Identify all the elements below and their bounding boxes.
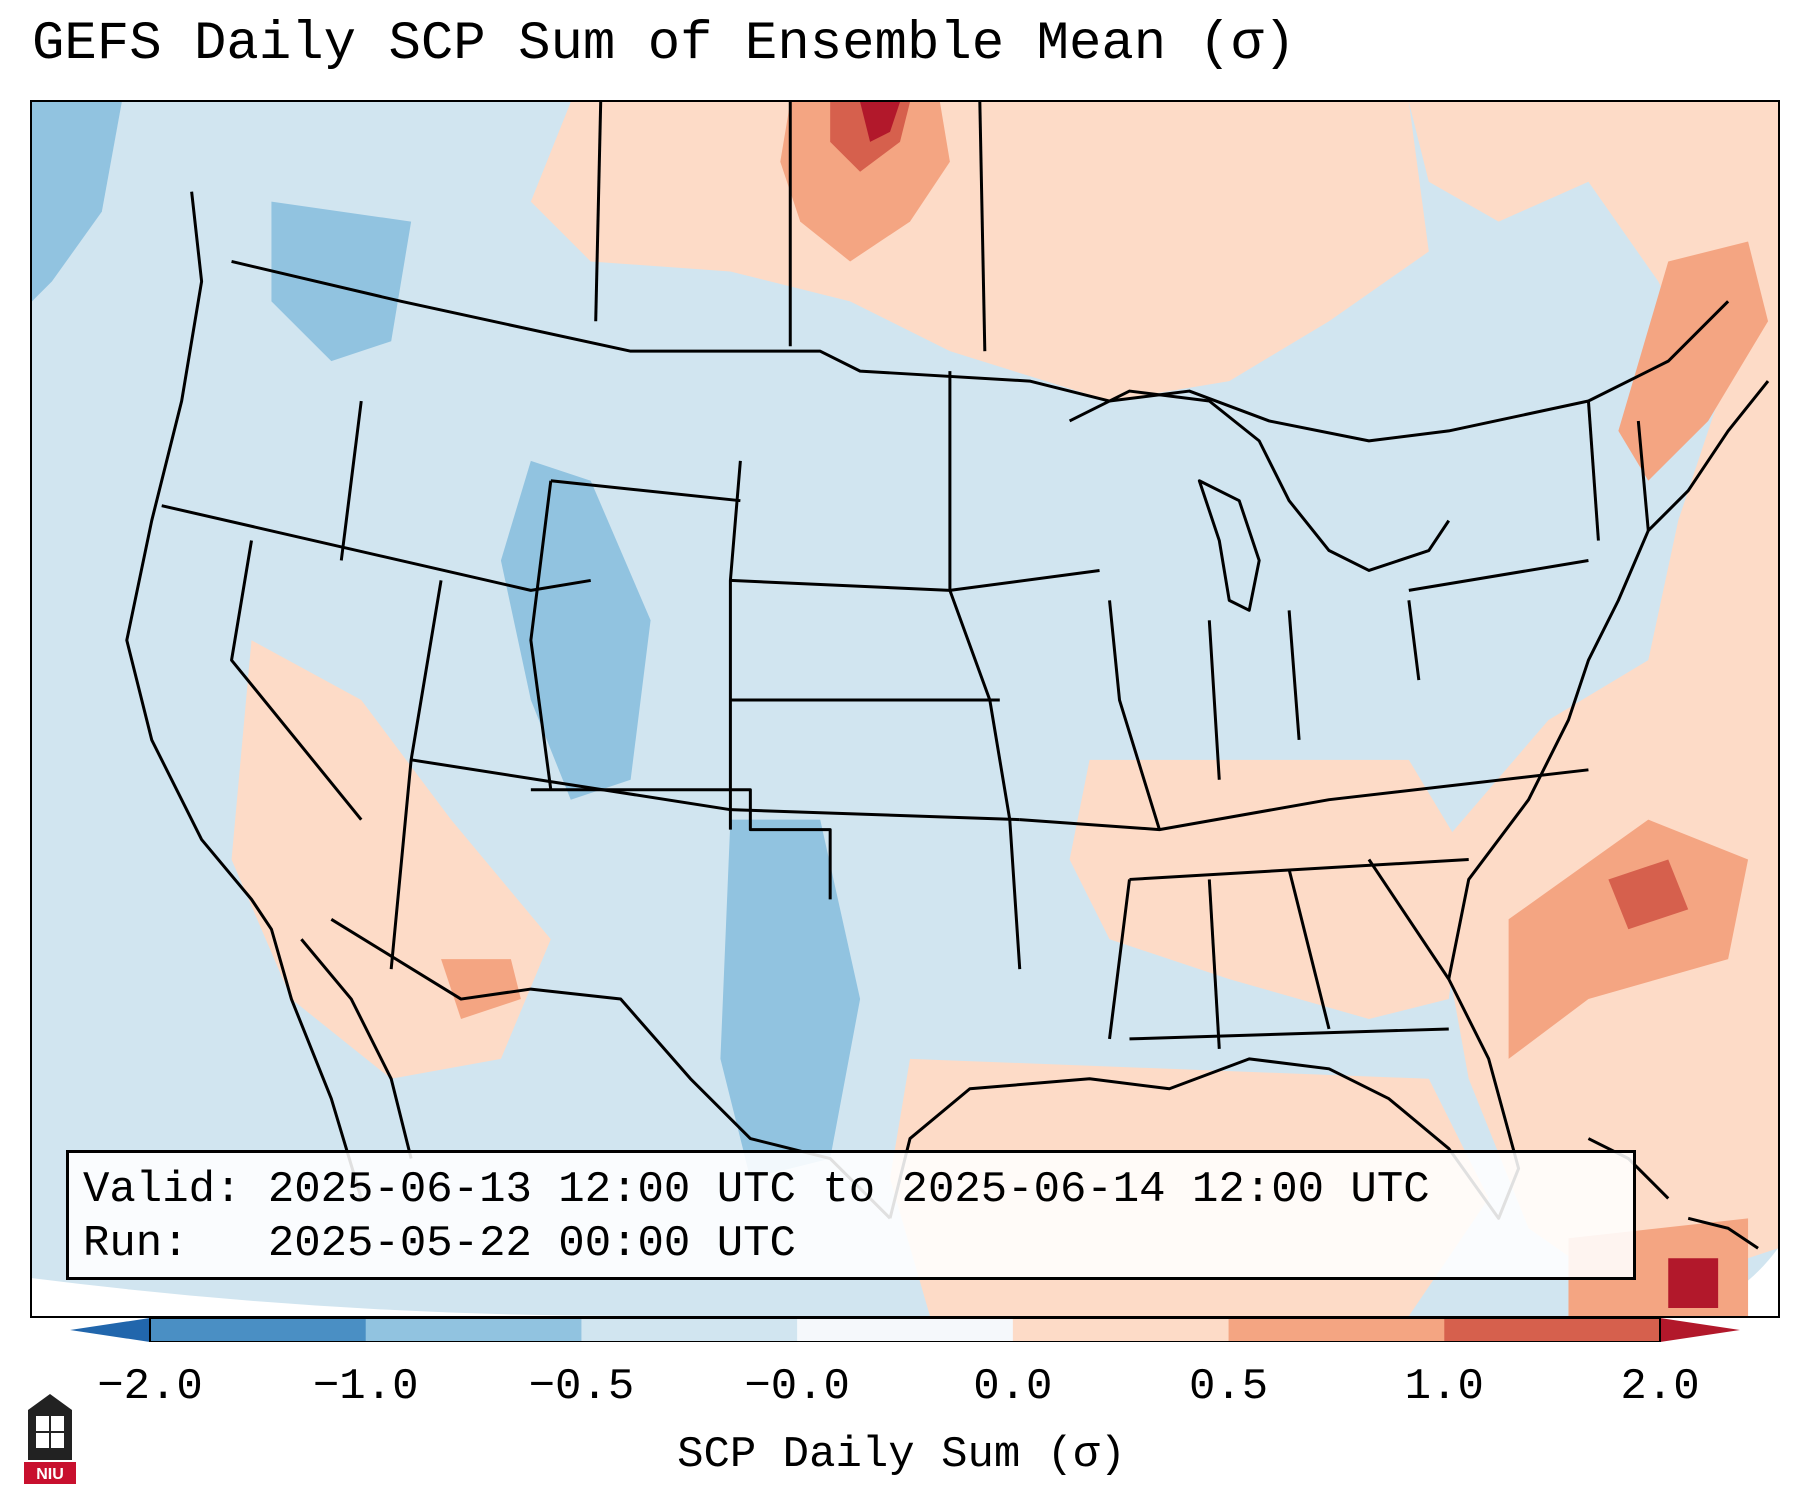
- state-line: [530, 788, 832, 900]
- state-line: [1287, 869, 1331, 1030]
- run-value: 2025-05-22 00:00 UTC: [267, 1219, 796, 1269]
- state-line: [550, 479, 741, 503]
- colorbar-over-extension: [1660, 1318, 1740, 1342]
- northeast-anomaly: [1618, 241, 1769, 481]
- logo-badge: [24, 1462, 76, 1484]
- texas-anomaly: [720, 819, 861, 1179]
- colorbar-segment: [581, 1318, 798, 1342]
- colorbar-outline: [149, 1318, 1661, 1342]
- colorbar-segment: [1228, 1318, 1445, 1342]
- island: [1687, 1216, 1759, 1250]
- colorbar-tick-label: 1.0: [1404, 1362, 1484, 1412]
- map-panel[interactable]: [30, 100, 1780, 1318]
- state-line: [1207, 879, 1221, 1049]
- state-line: [1367, 858, 1450, 980]
- state-line: [1287, 610, 1301, 741]
- colorbar-tick-label: 0.0: [973, 1362, 1053, 1412]
- state-line: [1129, 858, 1469, 881]
- state-line: [339, 400, 363, 561]
- us-canada-border: [231, 260, 1730, 443]
- valid-label: Valid:: [83, 1165, 242, 1215]
- niu-logo: NIU: [24, 1394, 76, 1484]
- colorbar-under-extension: [70, 1318, 150, 1342]
- valid-value: 2025-06-13 12:00 UTC to 2025-06-14 12:00…: [267, 1165, 1430, 1215]
- canada-province-line-3: [978, 102, 987, 352]
- state-line: [230, 540, 363, 821]
- dakota-anomaly: [780, 102, 950, 262]
- atlantic-anomaly-core: [1608, 859, 1689, 930]
- colorbar-segment: [365, 1318, 582, 1342]
- canada-warm-field: [530, 102, 1429, 402]
- page-title: GEFS Daily SCP Sum of Ensemble Mean (σ): [32, 14, 1296, 75]
- state-line: [1019, 768, 1589, 832]
- colorbar-segment: [1012, 1318, 1230, 1342]
- state-line: [1207, 620, 1221, 780]
- canada-province-line-1: [594, 102, 603, 322]
- state-line: [1407, 600, 1421, 681]
- great-lakes-shore: [1068, 389, 1450, 572]
- lake-michigan: [1197, 479, 1261, 612]
- colorbar-segments: [150, 1318, 1661, 1342]
- state-line: [728, 460, 742, 830]
- colorbar-tick-label: −2.0: [97, 1362, 203, 1412]
- domain-edge: [32, 1278, 631, 1316]
- baja-coastline: [300, 938, 413, 1159]
- colorbar-segment: [150, 1318, 367, 1342]
- dakota-anomaly-max: [860, 102, 901, 142]
- northwest-anomaly: [271, 201, 412, 362]
- colorbar-tick-label: 2.0: [1620, 1362, 1700, 1412]
- state-line: [529, 480, 553, 790]
- state-line: [161, 504, 591, 592]
- colorbar-tick-label: 0.5: [1188, 1362, 1269, 1412]
- state-line: [1129, 1027, 1449, 1041]
- colorbar-tick-label: −0.5: [528, 1362, 635, 1412]
- rockies-anomaly: [500, 460, 651, 800]
- colorbar-segment: [1444, 1318, 1661, 1342]
- info-box: Valid: 2025-06-13 12:00 UTC to 2025-06-1…: [66, 1150, 1636, 1280]
- southwest-anomaly: [441, 959, 521, 1019]
- boundaries: [125, 102, 1770, 1220]
- state-line: [1408, 559, 1589, 592]
- atlantic-warm-field: [1408, 102, 1778, 1299]
- state-line: [1636, 420, 1650, 531]
- state-line: [1108, 879, 1131, 1040]
- west-coastline: [125, 191, 363, 1199]
- state-line: [1108, 600, 1161, 831]
- colorbar-tick-label: −0.0: [744, 1362, 850, 1412]
- caribbean-anomaly-max: [1668, 1258, 1719, 1309]
- colorbar-segment: [797, 1318, 1014, 1342]
- southeast-warm-field: [1069, 759, 1469, 1019]
- logo-text: NIU: [36, 1466, 64, 1483]
- atlantic-anomaly: [1508, 819, 1749, 1059]
- state-line: [948, 371, 1022, 970]
- east-coastline: [1447, 380, 1770, 980]
- colorbar-label: SCP Daily Sum (σ): [677, 1430, 1126, 1480]
- colorbar-tick-label: −1.0: [312, 1362, 419, 1412]
- map-canvas: [32, 102, 1778, 1316]
- state-line: [1586, 400, 1600, 541]
- pacific-anomaly: [32, 102, 122, 302]
- colorbar: [70, 1318, 1740, 1342]
- run-label: Run:: [83, 1219, 189, 1269]
